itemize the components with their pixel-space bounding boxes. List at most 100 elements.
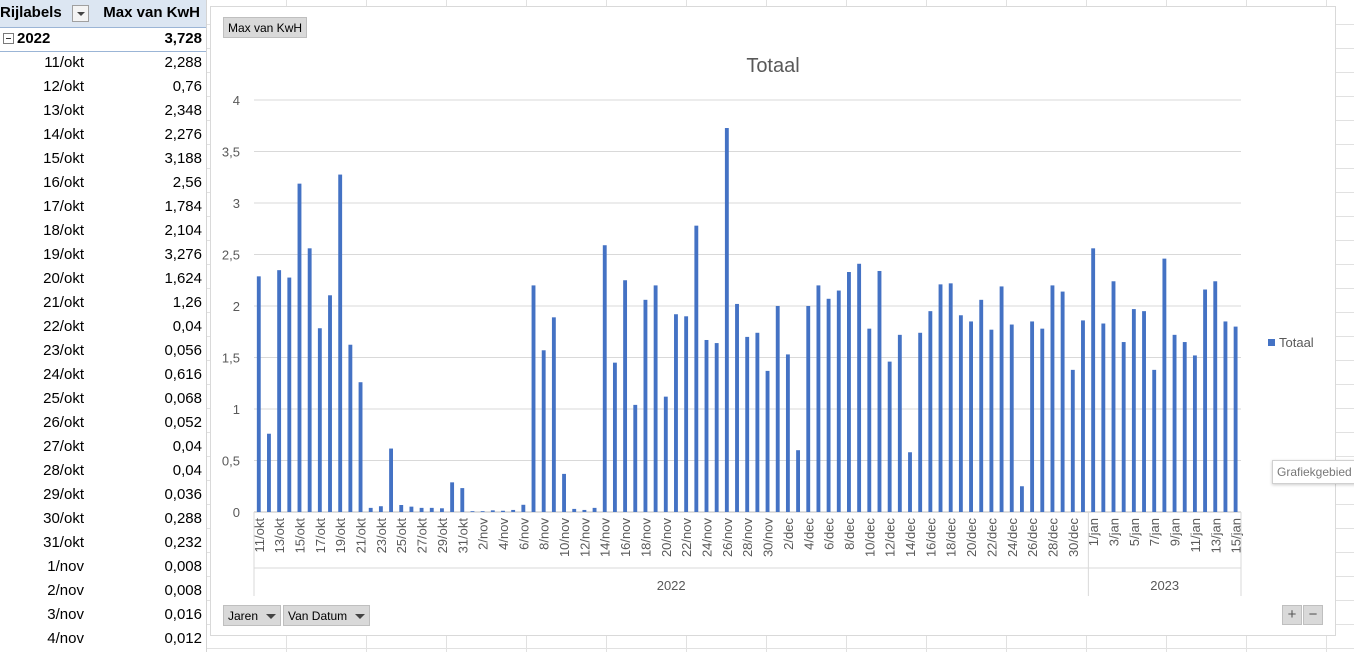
x-tick-label: 2/dec <box>781 518 796 550</box>
legend-swatch <box>1268 339 1275 346</box>
pivot-row-label: 21/okt <box>43 294 84 311</box>
pivot-row: 17/okt 1,784 <box>0 195 206 219</box>
x-tick-label: 11/okt <box>252 518 267 553</box>
year-label: 2022 <box>17 30 51 47</box>
bar <box>358 382 363 512</box>
pivot-row-value: 0,288 <box>164 510 202 527</box>
x-tick-label: 20/dec <box>964 518 979 558</box>
bar <box>1131 309 1136 512</box>
pivot-row: 26/okt 0,052 <box>0 411 206 435</box>
pivot-row-label: 12/okt <box>43 78 84 95</box>
pivot-row-label: 14/okt <box>43 126 84 143</box>
bar <box>806 306 811 512</box>
bar <box>1009 324 1014 512</box>
x-tick-label: 10/dec <box>862 518 877 558</box>
bar <box>826 298 831 512</box>
pivot-row: 19/okt 3,276 <box>0 243 206 267</box>
pivot-row-label: 27/okt <box>43 438 84 455</box>
bar <box>1152 369 1157 512</box>
pivot-row: 14/okt 2,276 <box>0 123 206 147</box>
pivot-row-label: 26/okt <box>43 414 84 431</box>
x-tick-label: 17/okt <box>313 518 328 554</box>
bar <box>928 311 933 512</box>
date-field-button[interactable]: Van Datum <box>283 605 371 626</box>
x-tick-label: 15/okt <box>292 518 307 554</box>
bar <box>399 505 404 512</box>
bar <box>1213 281 1218 512</box>
bar <box>775 306 780 512</box>
x-tick-label: 19/okt <box>333 518 348 554</box>
bar <box>612 362 617 512</box>
x-tick-label: 22/dec <box>984 518 999 558</box>
pivot-row-value: 0,012 <box>164 630 202 647</box>
pivot-row: 18/okt 2,104 <box>0 219 206 243</box>
x-tick-label: 12/nov <box>577 518 592 558</box>
pivot-row: 30/okt 0,288 <box>0 507 206 531</box>
bar <box>633 404 638 512</box>
chart-area[interactable]: Max van KwH Totaal 0 0,5 1 1,5 2 2,5 3 3,5 4 11/ok… <box>210 6 1336 636</box>
chevron-down-icon <box>266 614 277 620</box>
row-labels-filter-dropdown[interactable] <box>72 5 89 22</box>
pivot-row-value: 2,276 <box>164 126 202 143</box>
pivot-row-value: 0,056 <box>164 342 202 359</box>
bar <box>745 336 750 512</box>
pivot-row-label: 13/okt <box>43 102 84 119</box>
bar <box>409 506 414 512</box>
x-tick-label: 8/nov <box>537 518 552 550</box>
year-max-value: 3,728 <box>164 30 202 47</box>
x-tick-label: 13/jan <box>1208 518 1223 553</box>
pivot-row-value: 0,04 <box>172 318 202 335</box>
bar <box>460 488 465 512</box>
bar <box>551 317 556 512</box>
pivot-row: 25/okt 0,068 <box>0 387 206 411</box>
years-field-button-label: Jaren <box>228 609 259 623</box>
bar <box>847 272 851 512</box>
pivot-row: 21/okt 1,26 <box>0 291 206 315</box>
bar <box>317 328 322 512</box>
pivot-row-value: 0,04 <box>172 438 202 455</box>
bar <box>867 328 872 512</box>
bar <box>887 361 892 512</box>
years-field-button[interactable]: Jaren <box>223 605 282 626</box>
chart-area-tooltip: Grafiekgebied <box>1272 460 1354 484</box>
x-tick-label: 30/dec <box>1066 518 1081 558</box>
bar <box>501 510 505 512</box>
pivot-row-label: 16/okt <box>43 174 84 191</box>
x-tick-label: 30/nov <box>761 518 776 558</box>
bar <box>511 509 516 512</box>
bar <box>1081 320 1085 512</box>
pivot-row-value: 0,016 <box>164 606 202 623</box>
bar <box>918 332 923 512</box>
x-tick-label: 3/jan <box>1107 518 1122 546</box>
bar <box>287 277 292 512</box>
bar <box>1040 328 1045 512</box>
pivot-row-value: 2,56 <box>172 174 202 191</box>
zoom-out-button[interactable]: − <box>1303 605 1323 625</box>
bar <box>1030 321 1035 512</box>
pivot-row-label: 30/okt <box>43 510 84 527</box>
bar <box>704 339 709 512</box>
bar <box>735 303 739 512</box>
y-tick-label: 3,5 <box>222 145 240 160</box>
y-tick-label: 0,5 <box>222 454 240 469</box>
pivot-row-label: 19/okt <box>43 246 84 263</box>
collapse-toggle-icon[interactable] <box>3 33 14 44</box>
pivot-row: 29/okt 0,036 <box>0 483 206 507</box>
zoom-in-button[interactable]: + <box>1282 605 1302 625</box>
pivot-row: 3/nov 0,016 <box>0 603 206 627</box>
pivot-row-label: 20/okt <box>43 270 84 287</box>
pivot-row-label: 11/okt <box>44 54 84 71</box>
x-tick-label: 16/dec <box>923 518 938 558</box>
pivot-row-label: 17/okt <box>43 198 84 215</box>
year-group-label: 2023 <box>1150 578 1179 593</box>
value-field-button[interactable]: Max van KwH <box>223 17 308 38</box>
bar <box>429 507 434 512</box>
x-tick-label: 26/dec <box>1025 518 1040 558</box>
pivot-table: Rijlabels Max van KwH 2022 3,728 11/okt 2… <box>0 0 207 652</box>
chevron-down-icon <box>355 614 366 620</box>
legend-label: Totaal <box>1279 335 1314 350</box>
bar <box>969 321 973 512</box>
pivot-row-label: 29/okt <box>43 486 84 503</box>
x-tick-label: 26/nov <box>720 518 735 558</box>
bar <box>694 225 699 512</box>
